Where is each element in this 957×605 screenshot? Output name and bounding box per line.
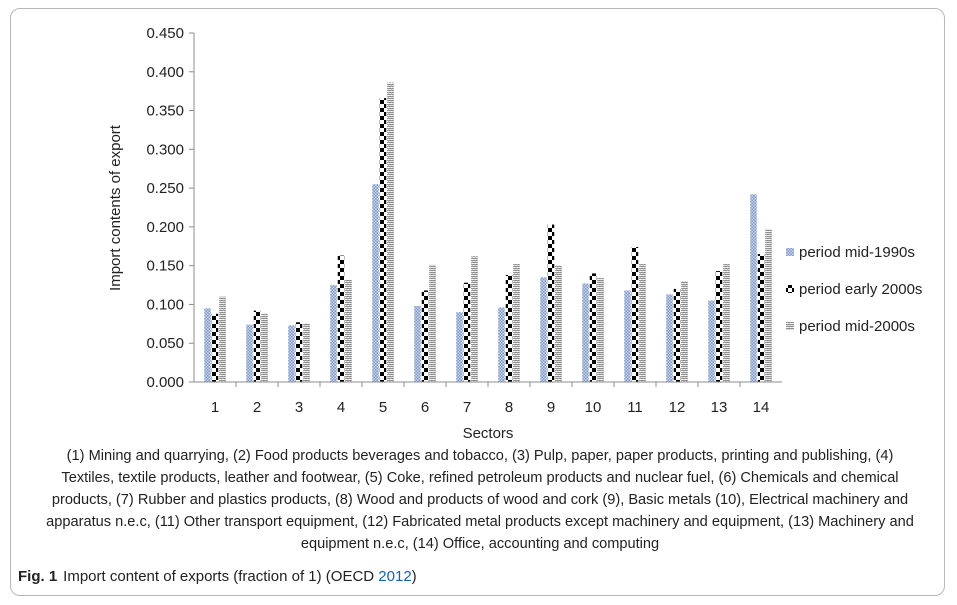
bar-1-series-3	[219, 296, 226, 382]
caption-close: )	[411, 568, 417, 585]
x-tick-label: 8	[505, 399, 513, 416]
bar-2-series-3	[261, 313, 268, 382]
legend-swatch-1	[786, 248, 794, 256]
bar-6-series-3	[429, 264, 436, 382]
bar-5-series-3	[387, 82, 394, 382]
bar-7-series-1	[456, 312, 463, 382]
y-tick-label: 0.350	[146, 103, 184, 120]
bar-5-series-2	[379, 98, 387, 382]
x-tick-label: 5	[379, 399, 387, 416]
bar-9-series-3	[555, 265, 562, 382]
bar-12-series-2	[673, 288, 681, 382]
x-tick-label: 9	[547, 399, 555, 416]
bar-7-series-3	[471, 256, 478, 382]
reference-link[interactable]: 2012	[378, 568, 412, 585]
x-tick-label: 6	[421, 399, 429, 416]
x-tick-label: 14	[753, 399, 770, 416]
bar-10-series-1	[582, 283, 589, 382]
bar-10-series-2	[589, 273, 597, 382]
bar-7-series-2	[463, 282, 471, 382]
y-tick-label: 0.000	[146, 374, 184, 391]
bar-5-series-1	[372, 184, 379, 382]
bar-11-series-1	[624, 290, 631, 382]
y-tick-label: 0.300	[146, 141, 184, 158]
x-tick-label: 1	[211, 399, 219, 416]
bar-2-series-1	[246, 324, 253, 382]
y-tick-label: 0.150	[146, 258, 184, 275]
x-tick-label: 4	[337, 399, 345, 416]
legend-label-2: period early 2000s	[799, 281, 922, 298]
sector-notes: (1) Mining and quarrying, (2) Food produ…	[46, 448, 914, 552]
y-tick-label: 0.200	[146, 219, 184, 236]
bar-4-series-3	[345, 279, 352, 382]
y-tick-label: 0.250	[146, 180, 184, 197]
figure-frame	[10, 8, 945, 596]
bar-chart: 0.000 0.050 0.100 0.150 0.200 0.250 0.300 0.350…	[107, 25, 922, 442]
x-axis-title: Sectors	[463, 425, 514, 442]
bar-9-series-1	[540, 277, 547, 382]
bar-11-series-3	[639, 264, 646, 382]
bar-2-series-2	[253, 310, 261, 382]
y-tick-label: 0.450	[146, 25, 184, 42]
bar-3-series-1	[288, 325, 295, 382]
bar-4-series-1	[330, 285, 337, 382]
y-tick-label: 0.400	[146, 64, 184, 81]
x-tick-label: 13	[711, 399, 728, 416]
bar-1-series-1	[204, 308, 211, 382]
x-tick-label: 10	[585, 399, 602, 416]
bar-8-series-3	[513, 264, 520, 382]
bar-14-series-1	[750, 194, 757, 382]
figure-label: Fig. 1	[18, 568, 58, 585]
bar-13-series-1	[708, 300, 715, 382]
caption-text: Import content of exports (fraction of 1…	[63, 568, 379, 585]
legend-swatch-3	[786, 322, 794, 330]
bar-14-series-3	[765, 229, 772, 382]
y-tick-label: 0.100	[146, 296, 184, 313]
legend-swatch-2	[786, 285, 794, 293]
bar-13-series-2	[715, 271, 723, 382]
legend: period mid-1990s period early 2000s period…	[786, 244, 922, 335]
legend-label-3: period mid-2000s	[799, 318, 915, 335]
y-tick-label: 0.050	[146, 335, 184, 352]
bar-12-series-1	[666, 294, 673, 382]
bar-10-series-3	[597, 278, 604, 382]
bar-6-series-2	[421, 290, 429, 382]
bar-13-series-3	[723, 264, 730, 382]
bar-4-series-2	[337, 255, 345, 382]
figure-caption: Fig. 1 Import content of exports (fractio…	[18, 568, 417, 585]
bar-8-series-1	[498, 307, 505, 382]
bar-3-series-3	[303, 323, 310, 382]
y-axis-title: Import contents of export	[107, 124, 124, 291]
x-tick-label: 12	[669, 399, 686, 416]
x-tick-label: 7	[463, 399, 471, 416]
bar-9-series-2	[547, 224, 555, 382]
x-tick-label: 3	[295, 399, 303, 416]
bar-1-series-2	[211, 313, 219, 382]
bar-8-series-2	[505, 274, 513, 382]
x-tick-label: 2	[253, 399, 261, 416]
x-tick-label: 11	[627, 399, 643, 416]
bar-12-series-3	[681, 281, 688, 382]
bar-11-series-2	[631, 247, 639, 382]
bar-3-series-2	[295, 322, 303, 382]
bar-6-series-1	[414, 305, 421, 382]
legend-label-1: period mid-1990s	[799, 244, 915, 261]
bar-14-series-2	[757, 254, 765, 382]
